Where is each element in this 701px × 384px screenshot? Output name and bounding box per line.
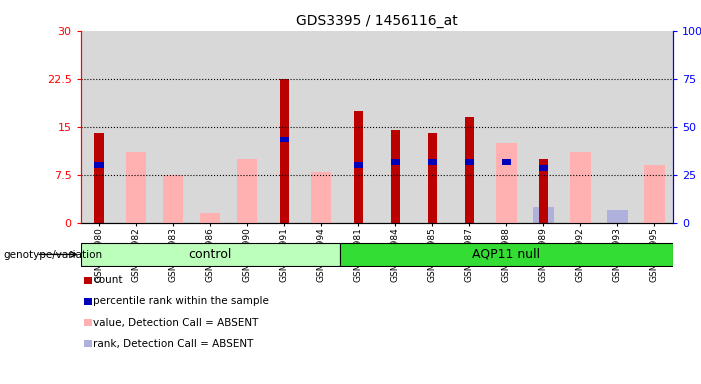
Bar	[191, 31, 229, 223]
Bar	[311, 207, 332, 223]
Bar	[340, 243, 673, 266]
Bar	[636, 31, 673, 223]
Bar	[81, 31, 118, 223]
Bar	[502, 159, 511, 165]
Bar	[377, 31, 414, 223]
Bar	[465, 117, 474, 223]
Bar	[229, 31, 266, 223]
Bar	[237, 159, 257, 223]
Bar	[81, 243, 340, 266]
Bar	[126, 207, 147, 223]
Bar	[95, 162, 104, 168]
Bar	[414, 31, 451, 223]
Bar	[155, 31, 191, 223]
Bar	[465, 159, 474, 165]
Text: value, Detection Call = ABSENT: value, Detection Call = ABSENT	[93, 318, 259, 328]
Bar	[562, 31, 599, 223]
Bar	[163, 175, 184, 223]
Bar	[95, 133, 104, 223]
Bar	[533, 207, 554, 223]
Bar	[163, 209, 184, 223]
Text: AQP11 null: AQP11 null	[472, 248, 540, 261]
Bar	[311, 172, 332, 223]
Bar	[280, 137, 289, 142]
Text: rank, Detection Call = ABSENT: rank, Detection Call = ABSENT	[93, 339, 253, 349]
Bar	[451, 31, 488, 223]
Bar	[200, 218, 220, 223]
Bar	[353, 162, 363, 168]
Bar	[303, 31, 340, 223]
Bar	[390, 159, 400, 165]
Bar	[570, 152, 590, 223]
Text: percentile rank within the sample: percentile rank within the sample	[93, 296, 268, 306]
Bar	[488, 31, 525, 223]
Bar	[126, 152, 147, 223]
Bar	[644, 165, 665, 223]
Bar	[539, 166, 548, 171]
Text: count: count	[93, 275, 123, 285]
Bar	[266, 31, 303, 223]
Text: genotype/variation: genotype/variation	[4, 250, 102, 260]
Bar	[118, 31, 155, 223]
Bar	[390, 130, 400, 223]
Bar	[599, 31, 636, 223]
Bar	[280, 79, 289, 223]
Text: control: control	[189, 248, 232, 261]
Bar	[200, 213, 220, 223]
Bar	[525, 31, 562, 223]
Bar	[353, 111, 363, 223]
Bar	[539, 159, 548, 223]
Bar	[607, 210, 627, 223]
Bar	[340, 31, 377, 223]
Bar	[428, 159, 437, 165]
Title: GDS3395 / 1456116_at: GDS3395 / 1456116_at	[296, 14, 458, 28]
Bar	[496, 143, 517, 223]
Bar	[428, 133, 437, 223]
